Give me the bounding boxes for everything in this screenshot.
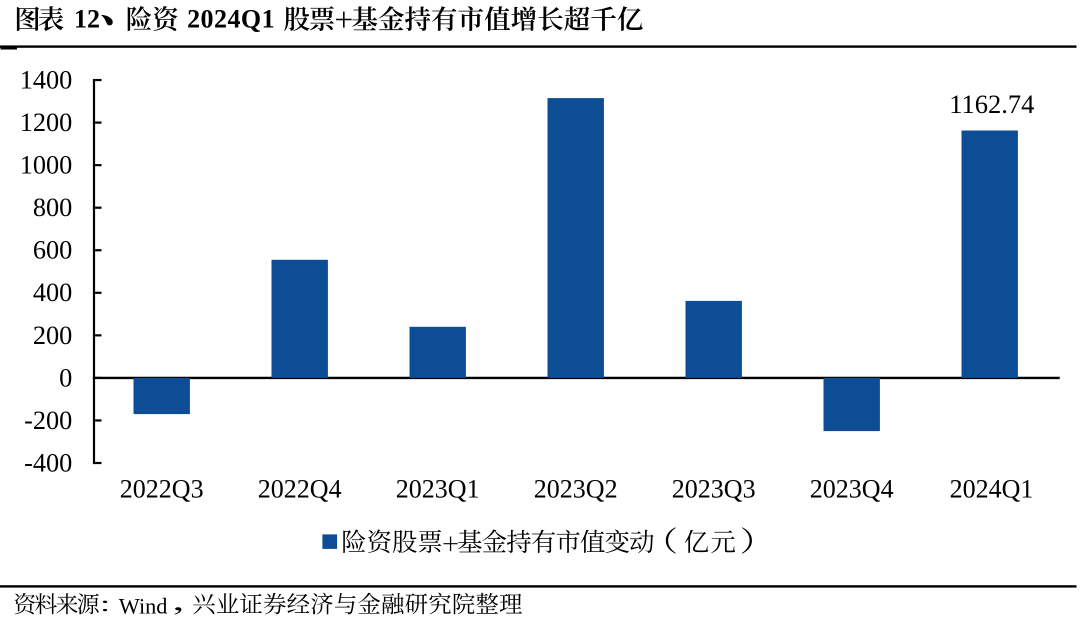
svg-text:1400: 1400 [20,65,73,94]
svg-text:1162.74: 1162.74 [949,89,1034,119]
svg-text:200: 200 [33,321,72,350]
svg-text:2023Q4: 2023Q4 [810,475,894,504]
svg-text:12: 12 [74,5,100,34]
svg-text:Wind: Wind [119,593,168,618]
svg-text:2022Q4: 2022Q4 [258,475,342,504]
svg-text:0: 0 [59,363,72,392]
svg-text:2023Q3: 2023Q3 [672,475,756,504]
svg-text:400: 400 [33,278,72,307]
svg-text:2023Q1: 2023Q1 [396,475,480,504]
svg-text:2024Q1: 2024Q1 [187,5,275,34]
svg-text:2023Q2: 2023Q2 [534,475,618,504]
svg-text:-400: -400 [24,448,72,477]
svg-text:1000: 1000 [20,151,73,180]
svg-text:-200: -200 [24,406,72,435]
svg-text:2024Q1: 2024Q1 [950,475,1034,504]
svg-text:600: 600 [33,236,72,265]
svg-text:800: 800 [33,193,72,222]
svg-text:2022Q3: 2022Q3 [120,475,204,504]
svg-text:1200: 1200 [20,108,73,137]
